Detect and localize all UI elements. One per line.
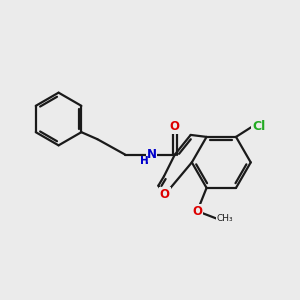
Text: O: O — [192, 205, 202, 218]
Text: CH₃: CH₃ — [217, 214, 233, 224]
Text: H: H — [140, 157, 149, 166]
Text: O: O — [170, 120, 180, 133]
Text: O: O — [160, 188, 170, 201]
Text: H: H — [140, 157, 149, 166]
Text: O: O — [160, 188, 170, 201]
Text: N: N — [146, 148, 157, 161]
Text: Cl: Cl — [252, 120, 265, 133]
Text: N: N — [146, 148, 157, 161]
Text: O: O — [192, 205, 202, 218]
Text: CH₃: CH₃ — [217, 214, 233, 224]
Text: Cl: Cl — [252, 120, 265, 133]
Text: O: O — [170, 120, 180, 133]
